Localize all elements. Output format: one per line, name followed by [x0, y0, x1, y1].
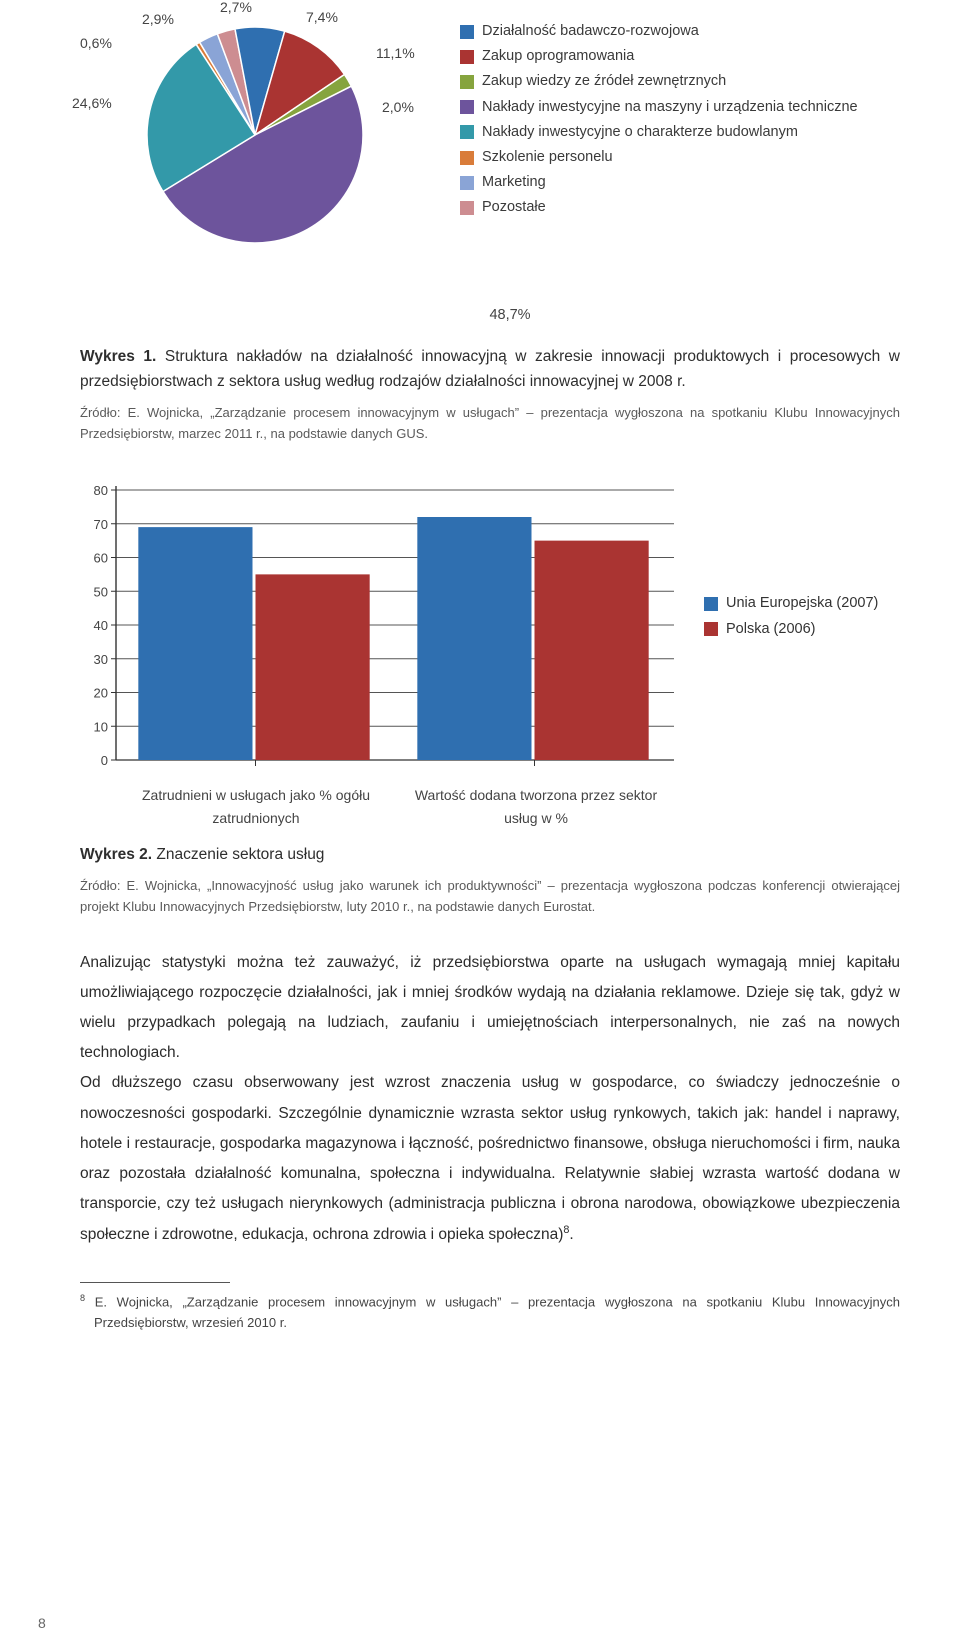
bar — [256, 575, 370, 761]
legend-label: Nakłady inwestycyjne o charakterze budow… — [482, 121, 798, 144]
legend-swatch — [460, 151, 474, 165]
bar-category-label: Wartość dodana tworzona przez sektor usł… — [396, 780, 676, 829]
legend-label: Polska (2006) — [726, 618, 815, 641]
pie-chart-row: 0,6% 2,9% 2,7% 7,4% 11,1% 2,0% 24,6% Dzi… — [80, 0, 900, 300]
page-container: 0,6% 2,9% 2,7% 7,4% 11,1% 2,0% 24,6% Dzi… — [0, 0, 960, 1374]
bar-chart: 0 10 20 30 40 50 60 70 80 Zatrudnieni w usługach… — [80, 482, 680, 829]
pie-svg — [140, 20, 370, 250]
pie-legend-item: Marketing — [460, 171, 858, 194]
legend-label: Nakłady inwestycyjne na maszyny i urządz… — [482, 96, 858, 119]
bar — [417, 517, 531, 760]
wykres1-source: Źródło: E. Wojnicka, „Zarządzanie proces… — [80, 403, 900, 445]
legend-swatch — [704, 597, 718, 611]
body-para-2: Od dłuższego czasu obserwowany jest wzro… — [80, 1068, 900, 1249]
legend-swatch — [460, 100, 474, 114]
pie-label-2-7: 2,7% — [220, 0, 252, 18]
legend-label: Pozostałe — [482, 196, 546, 219]
legend-swatch — [704, 622, 718, 636]
pie-label-2-0: 2,0% — [382, 96, 414, 118]
svg-text:70: 70 — [94, 517, 108, 532]
svg-text:10: 10 — [94, 720, 108, 735]
svg-text:80: 80 — [94, 483, 108, 498]
body-para-2-text: Od dłuższego czasu obserwowany jest wzro… — [80, 1074, 900, 1242]
wykres2-heading: Wykres 2. — [80, 846, 152, 863]
wykres2-caption: Wykres 2. Znaczenie sektora usług — [80, 843, 900, 868]
pie-label-24-6: 24,6% — [72, 92, 112, 114]
bar-categories: Zatrudnieni w usługach jako % ogółu zatr… — [116, 780, 676, 829]
legend-swatch — [460, 176, 474, 190]
pie-legend-item: Działalność badawczo-rozwojowa — [460, 20, 858, 43]
legend-swatch — [460, 50, 474, 64]
wykres1-heading: Wykres 1. — [80, 348, 156, 365]
svg-text:30: 30 — [94, 652, 108, 667]
legend-swatch — [460, 75, 474, 89]
svg-text:40: 40 — [94, 618, 108, 633]
bar-chart-block: 0 10 20 30 40 50 60 70 80 Zatrudnieni w usługach… — [80, 482, 900, 829]
legend-label: Marketing — [482, 171, 546, 194]
legend-label: Zakup oprogramowania — [482, 45, 634, 68]
pie-legend-item: Pozostałe — [460, 196, 858, 219]
pie-legend-item: Nakłady inwestycyjne na maszyny i urządz… — [460, 96, 858, 119]
bar-legend-item: Unia Europejska (2007) — [704, 592, 878, 615]
bar — [535, 541, 649, 760]
bar-svg: 0 10 20 30 40 50 60 70 80 — [80, 482, 680, 772]
legend-label: Zakup wiedzy ze źródeł zewnętrznych — [482, 70, 726, 93]
pie-legend-item: Zakup oprogramowania — [460, 45, 858, 68]
svg-text:50: 50 — [94, 585, 108, 600]
footnote-text: E. Wojnicka, „Zarządzanie procesem innow… — [94, 1294, 900, 1330]
pie-legend-item: Szkolenie personelu — [460, 146, 858, 169]
pie-legend-item: Zakup wiedzy ze źródeł zewnętrznych — [460, 70, 858, 93]
svg-text:60: 60 — [94, 551, 108, 566]
footnote: 8 E. Wojnicka, „Zarządzanie procesem inn… — [80, 1291, 900, 1334]
page-number: 8 — [38, 1612, 46, 1634]
pie-under-label: 48,7% — [120, 304, 900, 327]
bar-category-label: Zatrudnieni w usługach jako % ogółu zatr… — [116, 780, 396, 829]
pie-label-11-1: 11,1% — [376, 42, 415, 64]
pie-chart: 0,6% 2,9% 2,7% 7,4% 11,1% 2,0% 24,6% — [80, 0, 440, 300]
footnote-rule — [80, 1282, 230, 1283]
pie-label-7-4: 7,4% — [306, 6, 338, 28]
legend-swatch — [460, 25, 474, 39]
pie-label-2-9: 2,9% — [142, 8, 174, 30]
svg-text:0: 0 — [101, 753, 108, 768]
pie-legend: Działalność badawczo-rozwojowaZakup opro… — [460, 20, 858, 222]
svg-text:20: 20 — [94, 686, 108, 701]
footnote-num: 8 — [80, 1293, 85, 1303]
legend-label: Działalność badawczo-rozwojowa — [482, 20, 699, 43]
bar — [138, 528, 252, 761]
pie-label-0-6: 0,6% — [80, 32, 112, 54]
wykres2-text: Znaczenie sektora usług — [156, 846, 324, 863]
pie-legend-item: Nakłady inwestycyjne o charakterze budow… — [460, 121, 858, 144]
legend-label: Unia Europejska (2007) — [726, 592, 878, 615]
wykres1-text: Struktura nakładów na działalność innowa… — [80, 348, 900, 390]
wykres1-caption: Wykres 1. Struktura nakładów na działaln… — [80, 345, 900, 395]
bar-legend-item: Polska (2006) — [704, 618, 878, 641]
legend-swatch — [460, 125, 474, 139]
bar-legend: Unia Europejska (2007) Polska (2006) — [704, 592, 878, 642]
body-para-1: Analizując statystyki można też zauważyć… — [80, 948, 900, 1069]
body-para-2-sup: 8 — [563, 1224, 569, 1236]
wykres2-source: Źródło: E. Wojnicka, „Innowacyjność usłu… — [80, 876, 900, 918]
legend-label: Szkolenie personelu — [482, 146, 613, 169]
legend-swatch — [460, 201, 474, 215]
